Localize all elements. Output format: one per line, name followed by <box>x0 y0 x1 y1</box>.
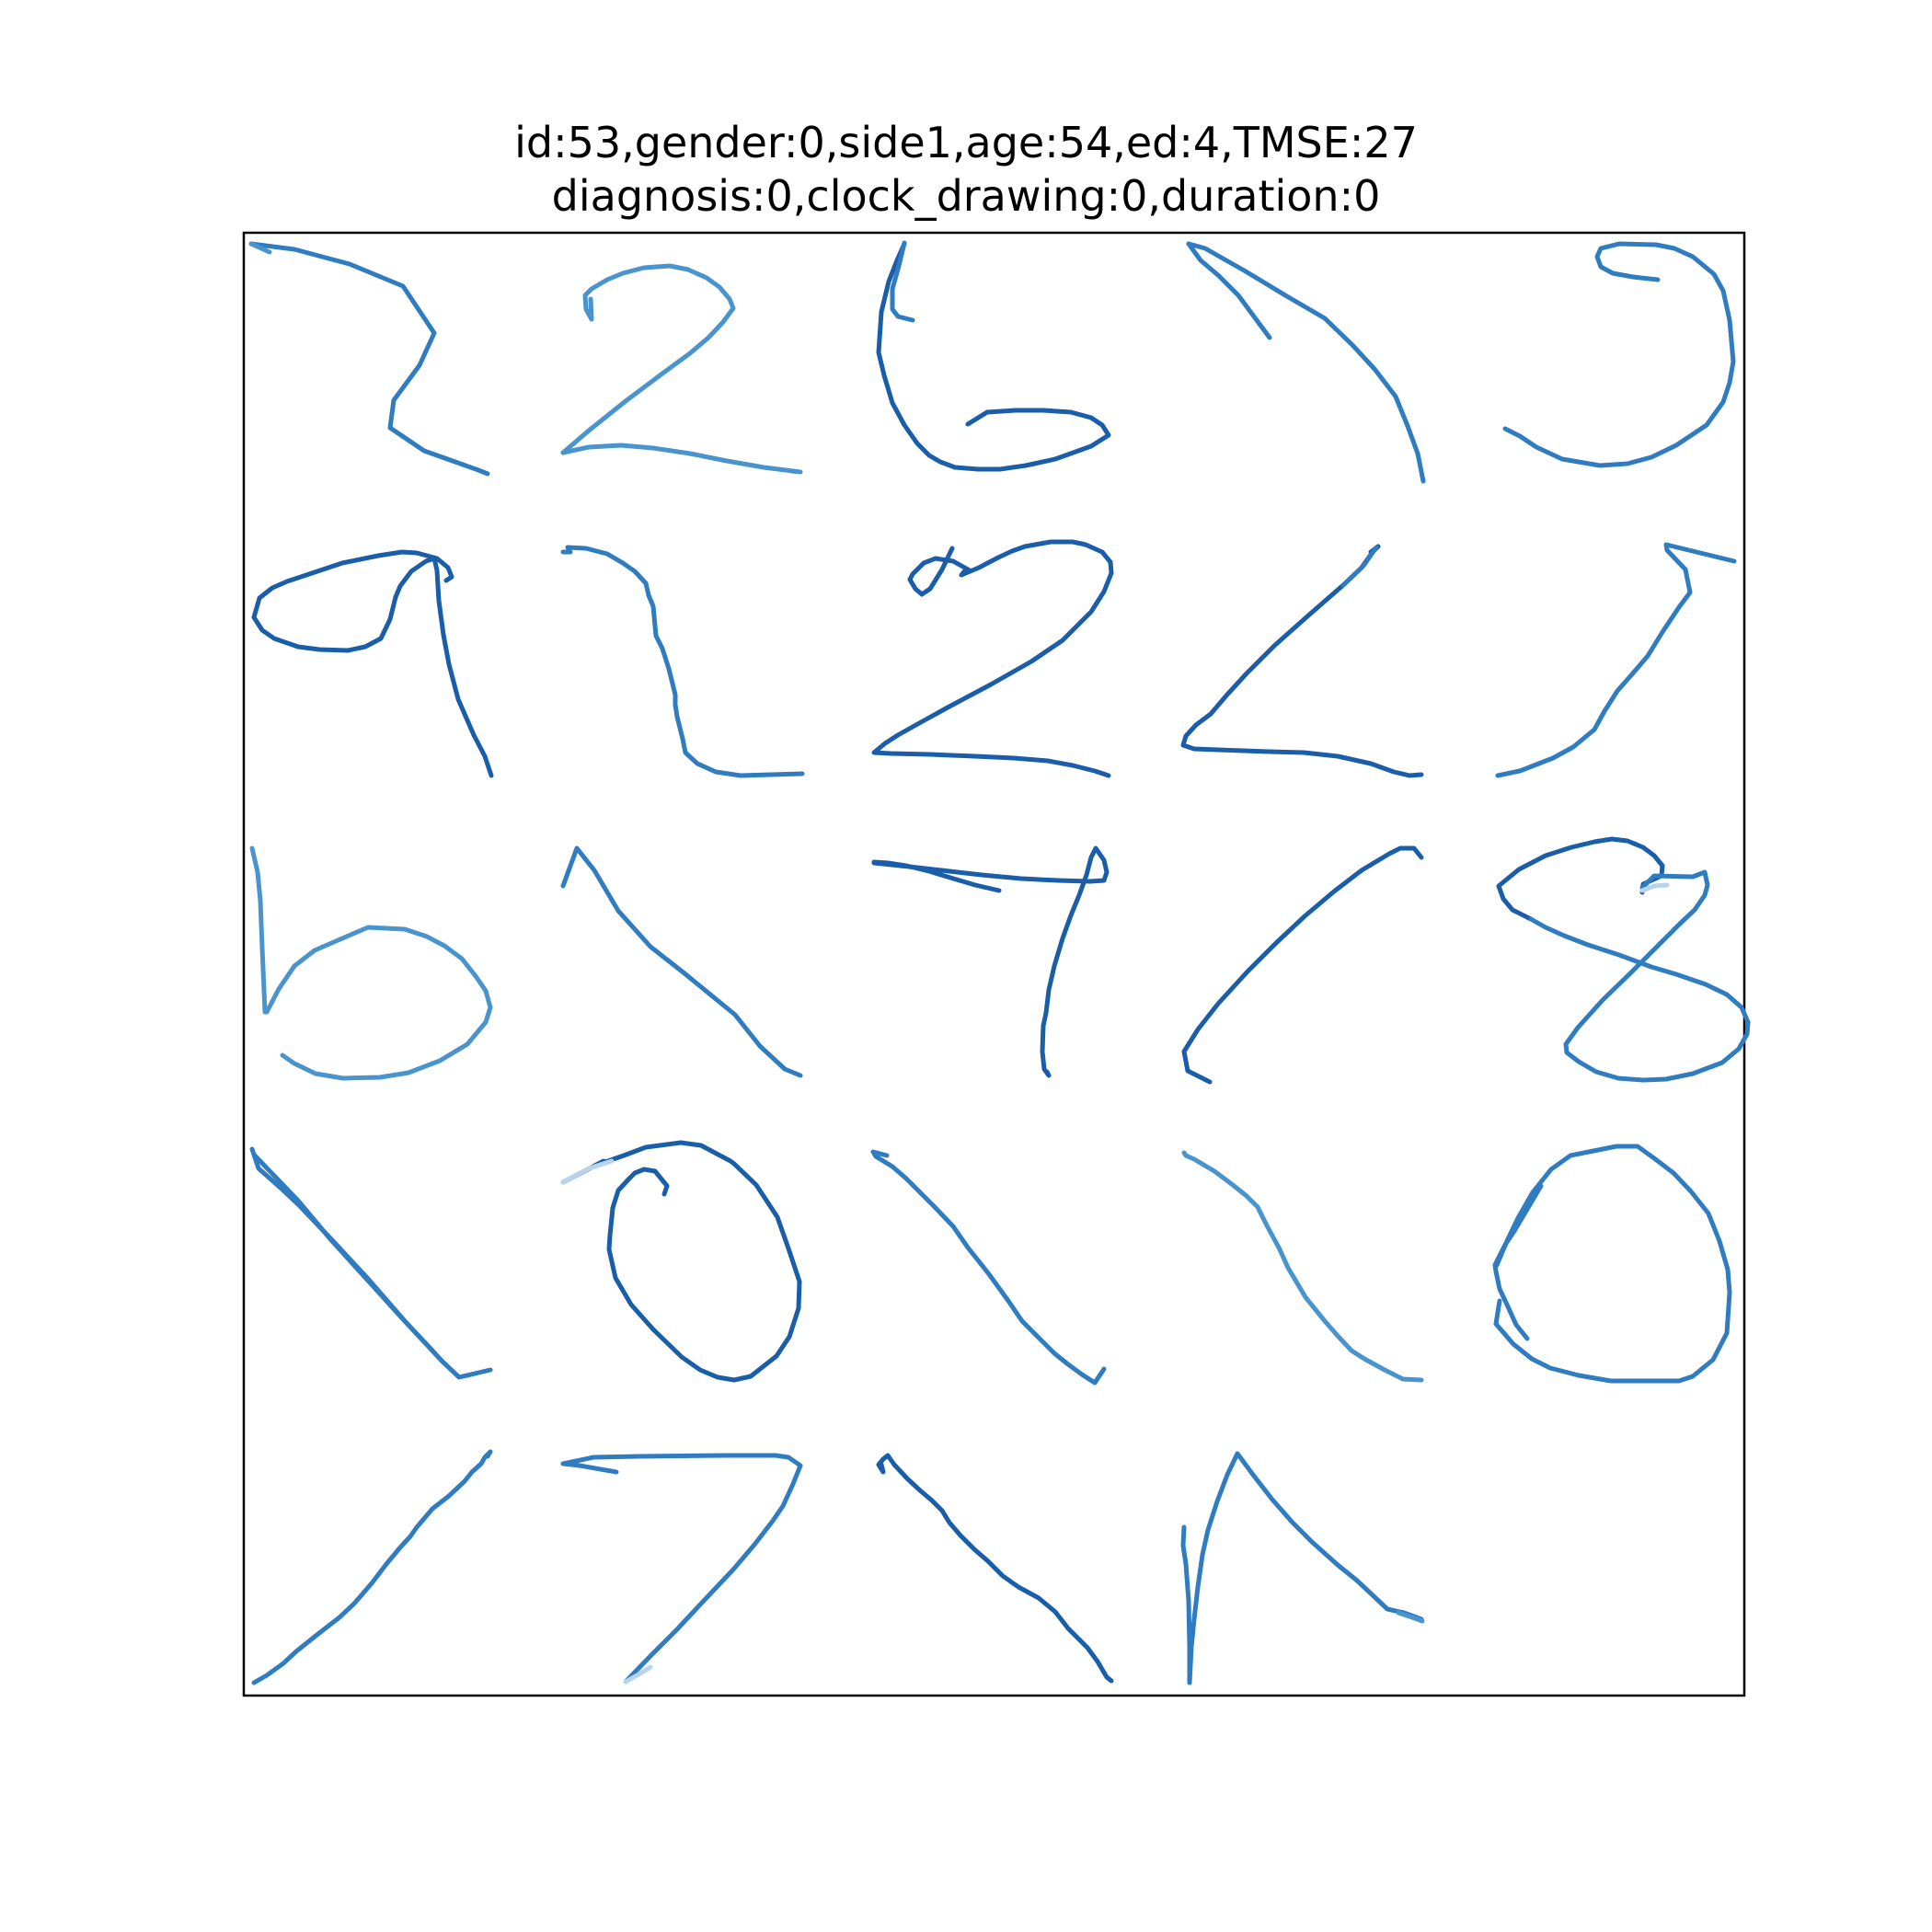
pen-stroke <box>1492 1183 1544 1341</box>
pen-stroke <box>248 241 272 255</box>
pen-stroke <box>871 845 1110 1078</box>
pen-stroke <box>1502 241 1736 468</box>
pen-stroke <box>560 443 803 475</box>
pen-stroke <box>1396 1610 1425 1624</box>
pen-stroke <box>1639 882 1670 893</box>
pen-stroke <box>1180 544 1424 778</box>
pen-stroke <box>871 539 1114 778</box>
pen-stroke <box>560 545 805 778</box>
pen-stroke <box>251 549 494 778</box>
pen-stroke <box>870 1149 1107 1386</box>
pen-stroke <box>249 1146 493 1380</box>
pen-stroke <box>876 1453 1114 1684</box>
pen-stroke <box>248 241 490 477</box>
pen-stroke <box>560 1140 802 1383</box>
pen-stroke <box>249 845 493 1081</box>
figure-title-line-2: diagnosis:0,clock_drawing:0,duration:0 <box>551 171 1381 221</box>
pen-stroke <box>1187 1451 1424 1685</box>
pen-stroke <box>890 240 915 323</box>
pen-stroke <box>1181 1150 1424 1383</box>
pen-stroke <box>907 546 972 597</box>
pen-stroke <box>1186 241 1272 340</box>
pen-stroke <box>1181 845 1424 1085</box>
pen-stroke <box>560 1158 615 1185</box>
pen-stroke <box>1495 542 1737 778</box>
digit-strokes <box>248 240 1751 1685</box>
pen-stroke <box>876 241 1111 472</box>
pen-stroke <box>1186 241 1426 484</box>
pen-stroke <box>1528 869 1751 1083</box>
figure-title-line-1: id:53,gender:0,side1,age:54,ed:4,TMSE:27 <box>514 118 1418 167</box>
pen-stroke <box>871 859 1002 893</box>
pen-stroke <box>1496 836 1665 922</box>
pen-stroke <box>560 845 803 1078</box>
pen-stroke <box>560 1453 803 1685</box>
pen-stroke <box>251 1449 493 1685</box>
pen-stroke <box>1180 1524 1192 1685</box>
plot-frame <box>242 231 1746 1697</box>
pen-stroke <box>623 1664 653 1685</box>
pen-stroke <box>1340 545 1379 588</box>
pen-stroke <box>1493 1144 1732 1384</box>
pen-stroke <box>560 263 736 455</box>
pen-stroke <box>251 1152 435 1353</box>
